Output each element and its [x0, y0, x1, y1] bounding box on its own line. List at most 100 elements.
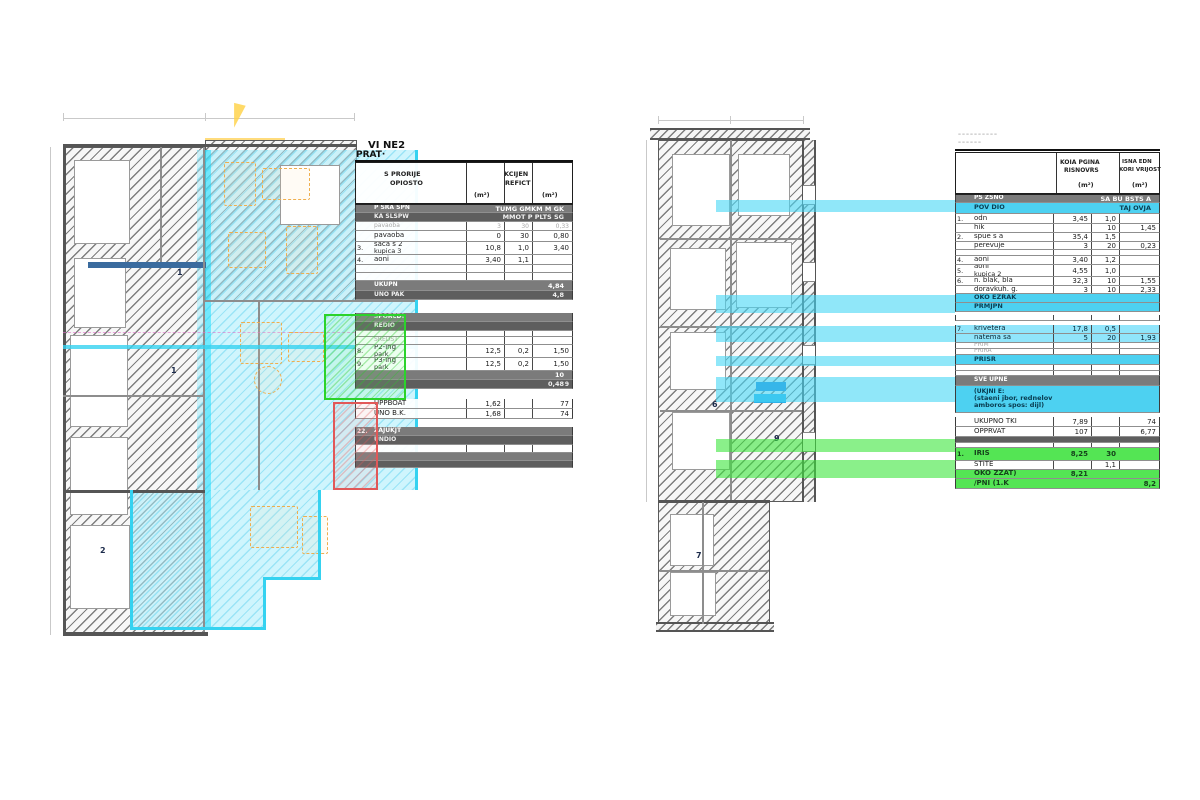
row-label: IRIS: [972, 448, 1053, 460]
row-label-line1: PRMJPN: [974, 303, 1003, 311]
row-label: P3-ing park: [372, 358, 466, 370]
row-label-line1: SREDST: [374, 337, 466, 344]
table-row: [355, 461, 573, 468]
row-label: aoni kupica 2: [972, 265, 1053, 276]
row-label: UNO B.K.: [372, 409, 466, 418]
row-area: 1,68: [466, 409, 504, 418]
row-coefficient: [1091, 479, 1119, 488]
row-label-line1: KA SLSPW: [374, 213, 409, 220]
header-unit1: (m²): [1078, 181, 1094, 189]
row-number: [356, 273, 372, 280]
row-value: 1,45: [1119, 224, 1159, 232]
table-row: hik 10 1,45: [955, 224, 1160, 233]
row-value: [532, 461, 572, 467]
dimension-tick: [205, 113, 206, 121]
dimension-line: [658, 120, 804, 121]
row-coefficient: [504, 445, 532, 452]
row-span-text: 0,48: [547, 380, 564, 388]
row-value: [532, 265, 572, 272]
row-value: [1119, 294, 1159, 302]
highlight-wall-line: [63, 345, 415, 349]
row-coefficient: [1091, 355, 1119, 364]
row-label-line1: pavaoba: [374, 231, 405, 240]
wall-bottom-double: [656, 622, 774, 632]
row-label-line1: UNO B.K.: [374, 409, 406, 417]
row-number: [956, 224, 972, 232]
wall-segment: [160, 147, 162, 262]
highlight-band-green: [716, 460, 955, 478]
row-area: [1053, 355, 1091, 364]
table-row: 8. P2-ing park 12,5 0,2 1,50: [355, 345, 573, 358]
row-coefficient: [504, 389, 532, 398]
row-value: [1119, 461, 1159, 469]
table-row: [955, 437, 1160, 443]
apartment-boundary-step-v: [263, 577, 266, 630]
row-value: [532, 313, 572, 321]
row-label-line1: saća s 2: [374, 242, 403, 248]
window-opening: [803, 262, 815, 282]
row-number: [356, 213, 372, 221]
row-value: [1119, 371, 1159, 375]
row-label: krivetera: [972, 325, 1053, 333]
table-row: 5. aoni kupica 2 4,55 1,0: [955, 265, 1160, 277]
row-value: [532, 322, 572, 330]
row-area: [1053, 386, 1091, 412]
row-number: [356, 205, 372, 212]
row-area: 3: [466, 222, 504, 230]
table-header: KOIA PGINA RISNOVRS (m²) ISNA EDN KORI V…: [955, 152, 1161, 194]
row-label: [972, 315, 1053, 320]
row-value: [1119, 325, 1159, 333]
dimension-tick: [803, 116, 804, 124]
row-coefficient: [504, 409, 532, 418]
row-area: [466, 380, 504, 388]
row-number: [356, 231, 372, 241]
row-coefficient: [504, 337, 532, 344]
row-number: [956, 365, 972, 370]
row-number: [356, 291, 372, 299]
row-coefficient: [504, 322, 532, 330]
header-name2: OPIOSTO: [390, 179, 423, 187]
row-label-line1: UPPBOAT: [374, 399, 407, 407]
row-area: [466, 445, 504, 452]
row-area: 12,5: [466, 358, 504, 370]
table-row: 3. saća s 2 kupica 3 10,8 1,0 3,40: [355, 242, 573, 255]
row-area: [466, 331, 504, 336]
table-row: REDIO: [355, 322, 573, 331]
header-coef: KCIJEN: [504, 170, 529, 178]
row-label: STITE: [972, 461, 1053, 469]
row-label-line1: PRISR: [974, 355, 996, 363]
row-area: [466, 281, 504, 290]
row-value: [532, 300, 572, 312]
dimension-tick: [354, 113, 355, 121]
table-row: UPPBOAT 1,62 77: [355, 399, 573, 409]
row-coefficient: [504, 331, 532, 336]
row-value: [1119, 448, 1159, 460]
row-label-line1: UNO PAK: [374, 291, 405, 298]
row-label: PS ZSNO: [972, 195, 1053, 202]
row-label-line1: aoni: [974, 265, 989, 271]
green-highlight-rect: [324, 314, 406, 400]
row-label-line1: UNDIO: [374, 436, 397, 443]
table-row: SREDST: [355, 337, 573, 345]
row-label: UNDIO: [372, 436, 466, 444]
row-coefficient: 1,1: [1091, 461, 1119, 469]
table-row: UNO PAK 4,8: [355, 291, 573, 300]
furniture-outline: [286, 226, 318, 274]
row-label-line1: OPPRVAT: [974, 427, 1006, 435]
wall-segment: [63, 632, 208, 636]
table-row: pavaoba 0 30 0,80: [355, 231, 573, 242]
row-label-line1: krivetera: [974, 325, 1006, 333]
row-number: 3.: [357, 244, 364, 252]
wall-segment: [63, 144, 357, 147]
row-number: [956, 479, 972, 488]
row-value: [532, 419, 572, 426]
row-area: [1053, 349, 1091, 354]
row-label: SPORED!: [372, 313, 466, 321]
table-row: 6. n. blak, bla 32,3 10 1,55: [955, 277, 1160, 286]
row-label: [372, 445, 466, 452]
row-area: [1053, 294, 1091, 302]
header-name: S PRORIJE: [384, 170, 421, 178]
row-value: [532, 389, 572, 398]
row-coefficient: [504, 419, 532, 426]
row-coefficient: [1091, 294, 1119, 302]
